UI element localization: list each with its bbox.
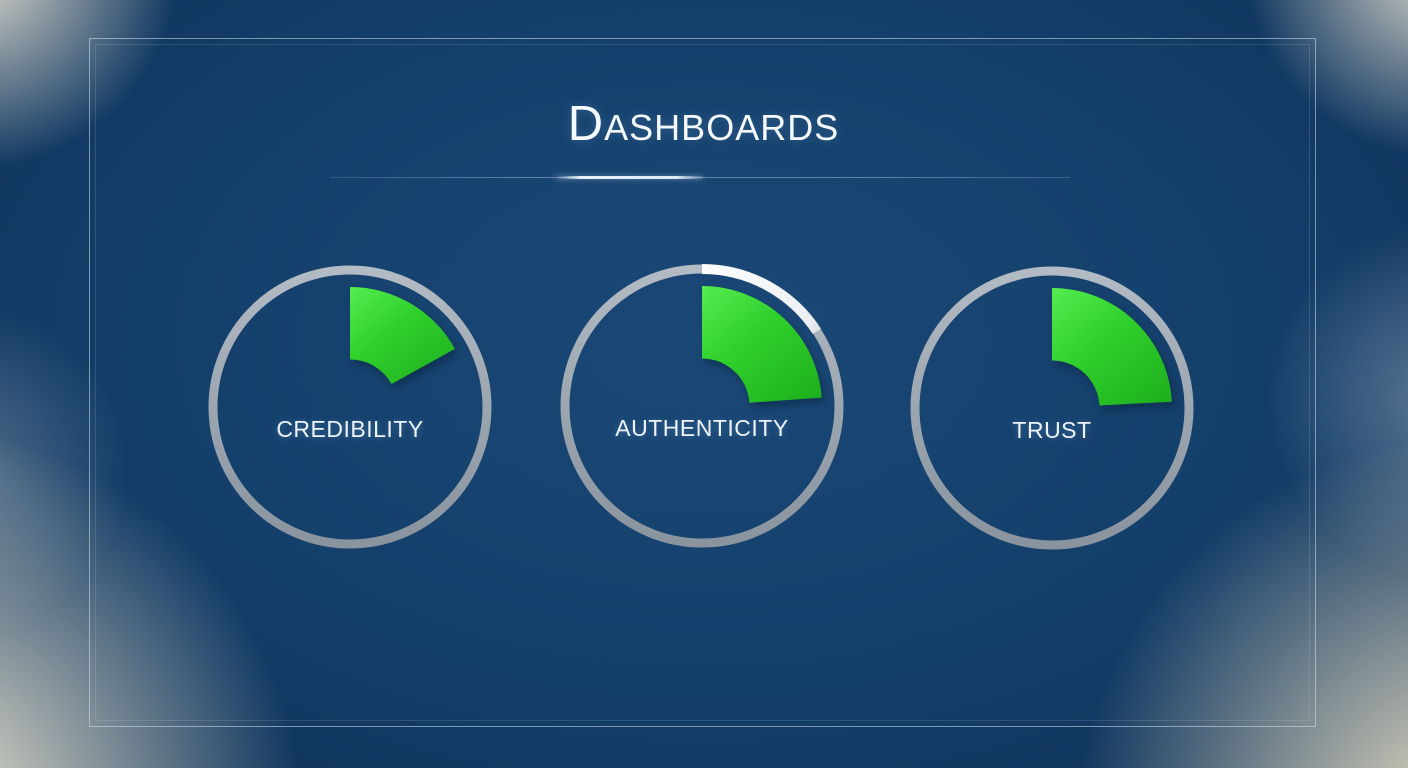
page-title: DASHBOARDS — [90, 98, 1317, 155]
gauge-dial — [560, 264, 844, 548]
gauge-ring — [910, 266, 1194, 550]
gauge-ring — [208, 265, 492, 549]
gauge-authenticity: AUTHENTICITY — [560, 264, 844, 548]
title-small-caps: ASHBOARDS — [604, 107, 840, 148]
gauge-label-authenticity: AUTHENTICITY — [615, 415, 789, 441]
gauge-label-trust: TRUST — [1012, 417, 1092, 443]
gauge-label-credibility: CREDIBILITY — [276, 416, 424, 442]
gauge-svg — [208, 265, 492, 549]
gauge-svg — [910, 266, 1194, 550]
title-divider-line — [330, 176, 1070, 179]
title-initial-letter: D — [567, 97, 605, 151]
gauge-ring-highlight — [701, 264, 822, 335]
title-divider-highlight — [554, 176, 703, 179]
gauge-dial — [208, 265, 492, 549]
gauge-wedge — [702, 286, 822, 403]
gauge-trust: TRUST — [910, 266, 1194, 550]
gauge-credibility: CREDIBILITY — [208, 265, 492, 549]
gauge-svg — [560, 264, 844, 548]
gauge-wedge — [1052, 288, 1172, 406]
gauge-wedge — [350, 287, 455, 384]
gauge-dial — [910, 266, 1194, 550]
